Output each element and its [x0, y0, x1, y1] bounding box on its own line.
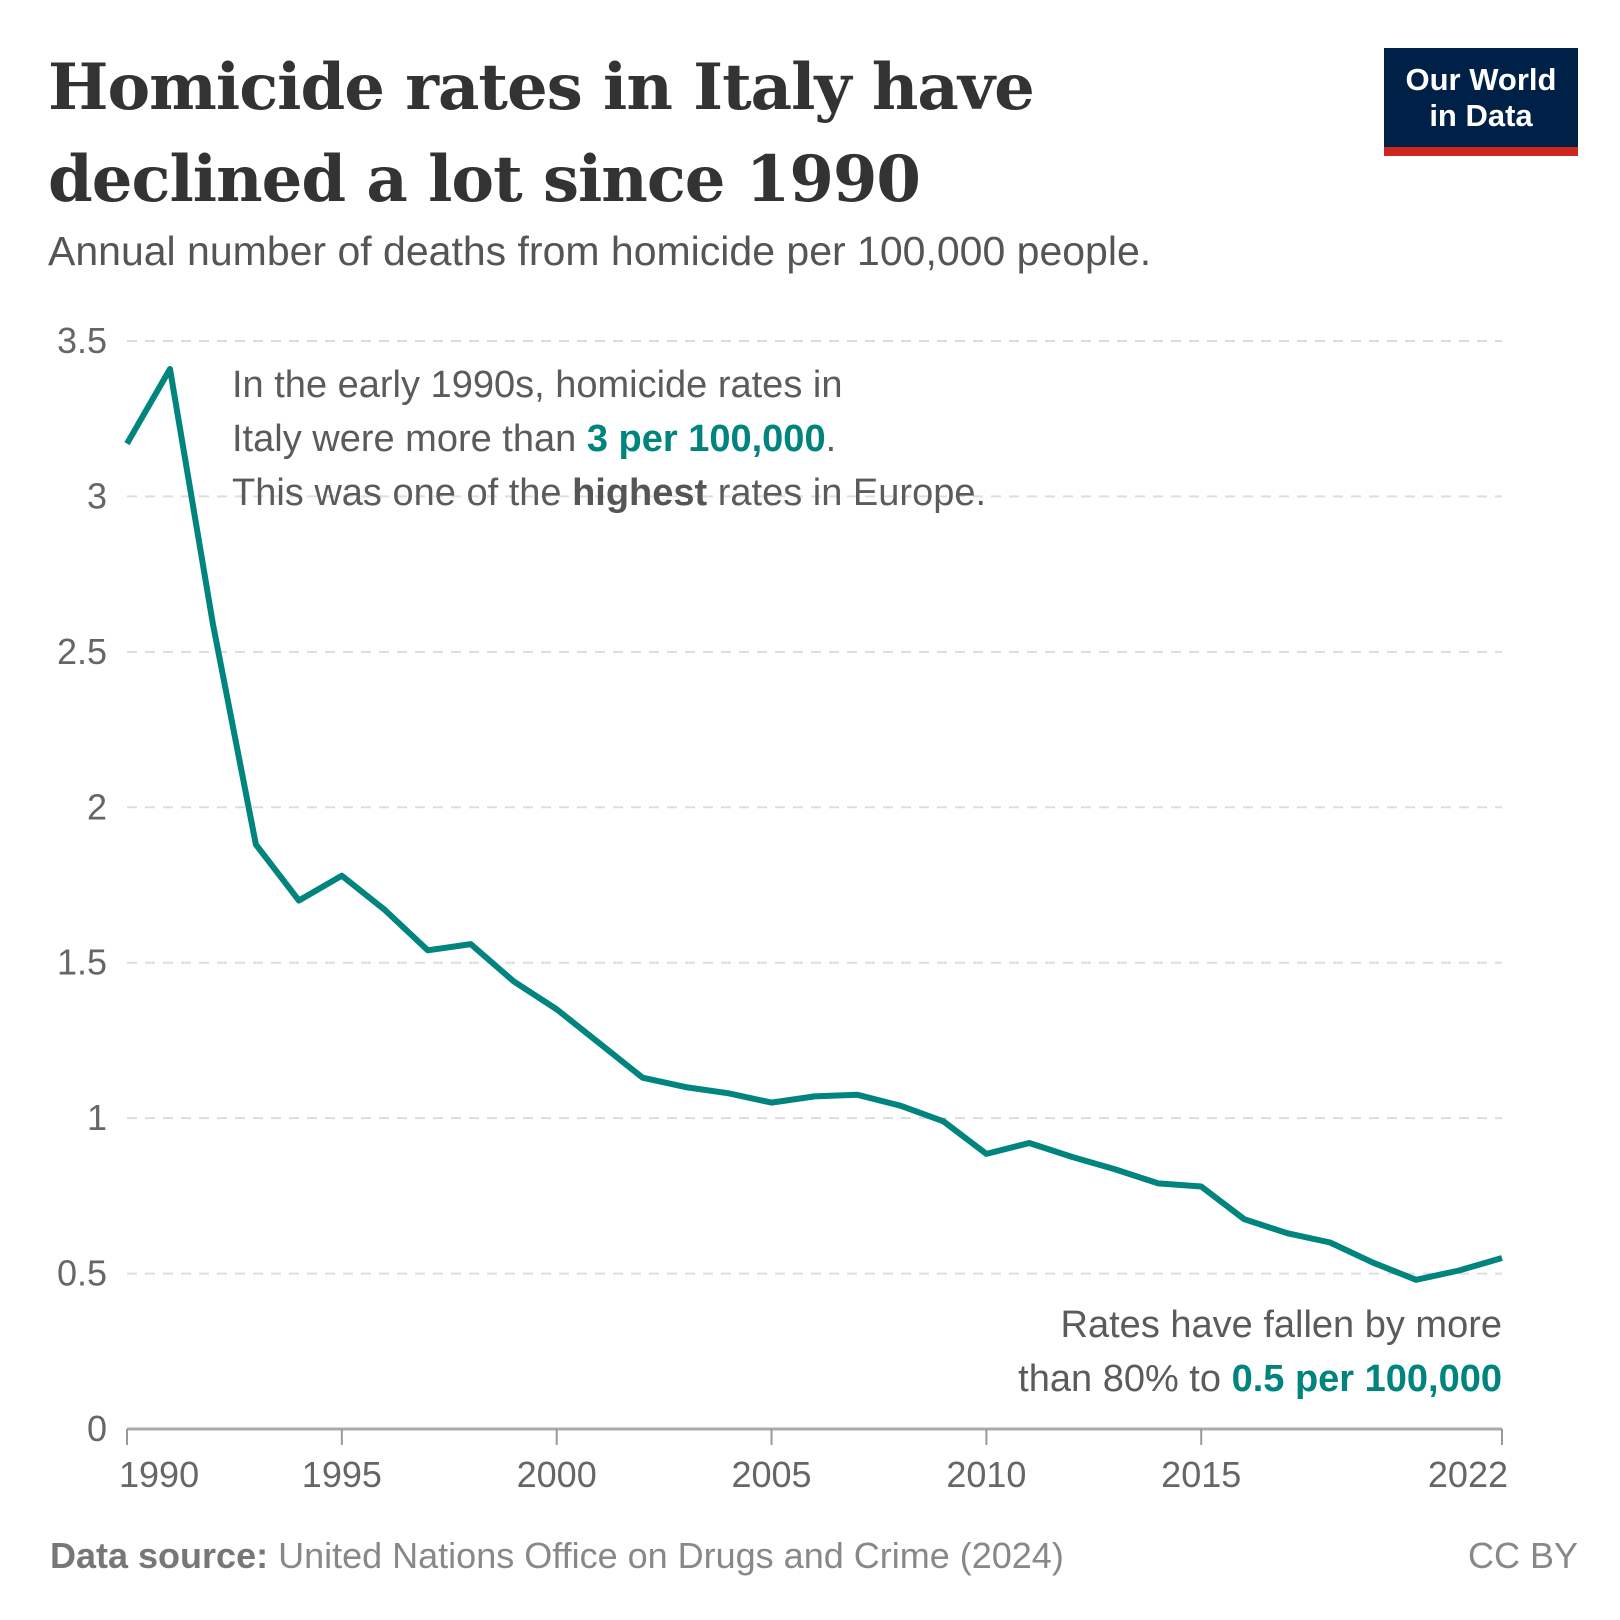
annotation-top-text: .: [825, 418, 837, 460]
license[interactable]: CC BY: [1467, 1535, 1578, 1576]
annotation-bottom-highlight: 0.5 per 100,000: [1231, 1358, 1502, 1400]
y-tick-label: 0: [87, 1408, 107, 1449]
chart-title: Homicide rates in Italy have declined a …: [48, 50, 1035, 217]
annotation-top-line1: In the early 1990s, homicide rates in: [232, 364, 843, 406]
annotation-bottom-text: than 80% to: [1018, 1358, 1232, 1400]
data-source-text[interactable]: United Nations Office on Drugs and Crime…: [278, 1535, 1064, 1576]
x-tick-label: 2000: [517, 1454, 597, 1495]
annotation-top-bold: highest: [572, 472, 708, 514]
chart-subtitle: Annual number of deaths from homicide pe…: [48, 228, 1152, 274]
data-source: Data source: United Nations Office on Dr…: [50, 1535, 1064, 1577]
y-tick-label: 2: [87, 786, 107, 827]
logo-line-2: in Data: [1429, 98, 1533, 133]
x-tick-label: 1995: [302, 1454, 382, 1495]
x-tick-label: 2022: [1428, 1454, 1508, 1495]
owid-logo[interactable]: Our World in Data: [1384, 48, 1578, 156]
annotation-bottom-line1: Rates have fallen by more: [1060, 1304, 1502, 1346]
annotation-top-text: rates in Europe.: [707, 472, 987, 514]
y-tick-label: 2.5: [57, 631, 107, 672]
y-tick-label: 0.5: [57, 1253, 107, 1294]
x-tick-label: 2005: [731, 1454, 811, 1495]
y-tick-label: 1: [87, 1097, 107, 1138]
annotation-top-text: This was one of the: [232, 472, 573, 514]
data-source-label: Data source:: [50, 1535, 269, 1576]
x-tick-label: 2010: [946, 1454, 1026, 1495]
y-tick-label: 1.5: [57, 942, 107, 983]
y-tick-label: 3.5: [57, 320, 107, 361]
logo-line-1: Our World: [1405, 62, 1557, 97]
annotation-top-text: Italy were more than: [232, 418, 587, 460]
x-tick-label: 2015: [1161, 1454, 1241, 1495]
annotation-top: In the early 1990s, homicide rates in It…: [232, 358, 986, 520]
x-tick-label: 1990: [119, 1454, 199, 1495]
annotation-bottom: Rates have fallen by more than 80% to 0.…: [1018, 1298, 1502, 1406]
annotation-top-highlight: 3 per 100,000: [586, 418, 826, 460]
y-tick-label: 3: [87, 475, 107, 516]
